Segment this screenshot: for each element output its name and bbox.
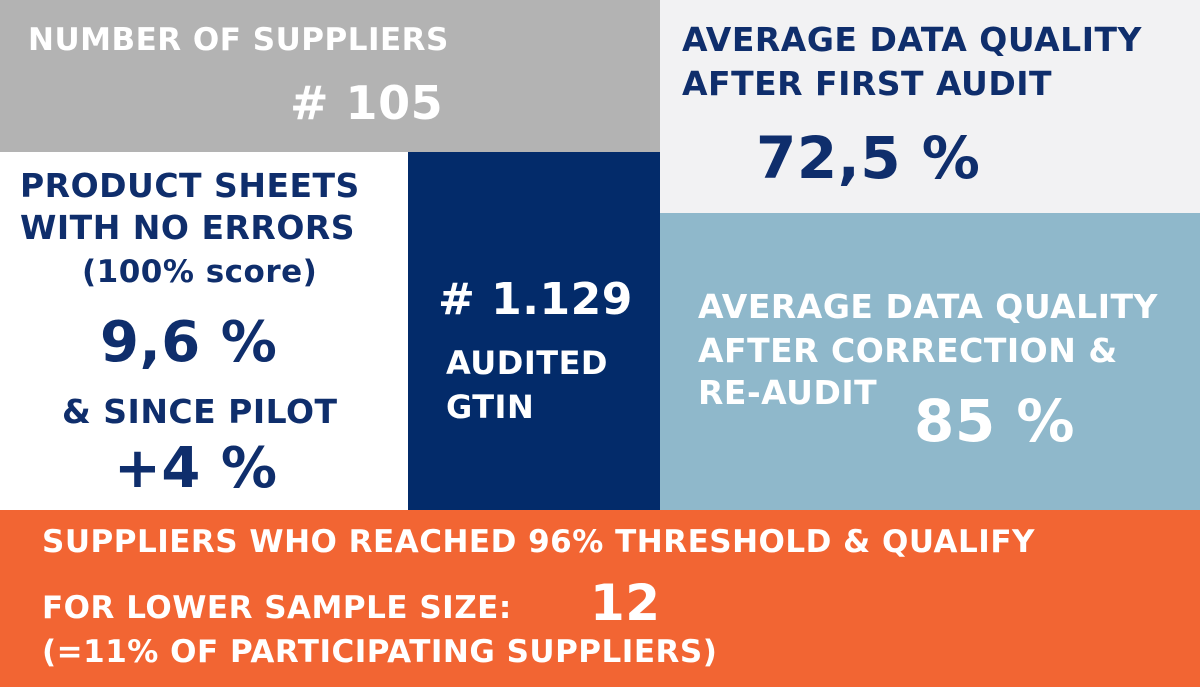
quality-corr-line3: RE-AUDIT	[698, 373, 878, 412]
suppliers-panel: NUMBER OF SUPPLIERS # 105	[0, 0, 660, 152]
gtin-value: # 1.129	[438, 274, 633, 325]
suppliers-value: # 105	[290, 76, 444, 130]
quality-correction-panel: AVERAGE DATA QUALITY AFTER CORRECTION & …	[660, 213, 1200, 510]
sheets-value: 9,6 %	[100, 310, 278, 375]
threshold-panel: SUPPLIERS WHO REACHED 96% THRESHOLD & QU…	[0, 510, 1200, 687]
sheets-line1: PRODUCT SHEETS	[20, 166, 360, 205]
suppliers-label: NUMBER OF SUPPLIERS	[28, 22, 449, 58]
since-pilot-value: +4 %	[114, 436, 278, 501]
quality-first-line2: AFTER FIRST AUDIT	[682, 64, 1053, 103]
sheets-line3: (100% score)	[82, 254, 318, 290]
gtin-line1: AUDITED	[446, 344, 608, 382]
product-sheets-panel: PRODUCT SHEETS WITH NO ERRORS (100% scor…	[0, 152, 408, 510]
quality-corr-line2: AFTER CORRECTION &	[698, 331, 1118, 370]
quality-corr-value: 85 %	[914, 387, 1076, 455]
audited-gtin-panel: # 1.129 AUDITED GTIN	[408, 152, 660, 510]
quality-first-line1: AVERAGE DATA QUALITY	[682, 20, 1142, 59]
quality-corr-line1: AVERAGE DATA QUALITY	[698, 287, 1158, 326]
threshold-line1: SUPPLIERS WHO REACHED 96% THRESHOLD & QU…	[42, 524, 1035, 560]
threshold-value: 12	[590, 574, 661, 632]
gtin-line2: GTIN	[446, 388, 535, 426]
quality-first-audit-panel: AVERAGE DATA QUALITY AFTER FIRST AUDIT 7…	[660, 0, 1200, 213]
since-pilot-label: & SINCE PILOT	[62, 392, 338, 431]
threshold-line2: FOR LOWER SAMPLE SIZE:	[42, 590, 512, 626]
quality-first-value: 72,5 %	[756, 124, 981, 192]
sheets-line2: WITH NO ERRORS	[20, 208, 356, 247]
threshold-line3: (=11% OF PARTICIPATING SUPPLIERS)	[42, 634, 718, 670]
